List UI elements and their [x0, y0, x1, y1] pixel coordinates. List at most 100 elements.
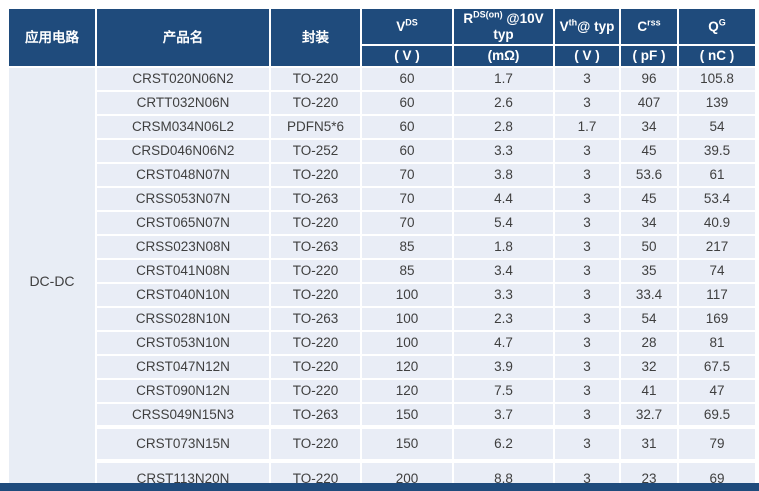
cell-package: TO-263: [269, 185, 362, 212]
cell-product: CRST053N10N: [95, 329, 271, 356]
cell-qg: 117: [677, 281, 757, 308]
cell-qg: 169: [677, 305, 757, 332]
cell-vds: 60: [360, 113, 454, 140]
cell-vds: 70: [360, 209, 454, 236]
cell-rds: 2.3: [452, 305, 555, 332]
cell-vds: 120: [360, 377, 454, 404]
cell-crss: 31: [619, 424, 679, 462]
cell-qg: 47: [677, 377, 757, 404]
crss-symbol: C: [637, 18, 648, 34]
cell-vds: 150: [360, 401, 454, 428]
col-header-rds: RDS(on) @10V typ: [452, 6, 555, 47]
cell-vth: 3: [553, 137, 621, 164]
cell-rds: 3.8: [452, 161, 555, 188]
application-cell: DC-DC: [7, 65, 97, 491]
rds-condition: @10V typ: [493, 11, 544, 42]
cell-vds: 60: [360, 89, 454, 116]
cell-package: PDFN5*6: [269, 113, 362, 140]
cell-product: CRSS049N15N3: [95, 401, 271, 428]
cell-qg: 53.4: [677, 185, 757, 212]
cell-rds: 4.4: [452, 185, 555, 212]
qg-symbol: Q: [708, 18, 719, 34]
mosfet-spec-table: 应用电路 产品名 封装 VDS RDS(on) @10V typ Vth@ ty…: [7, 6, 757, 491]
cell-product: CRST048N07N: [95, 161, 271, 188]
table-row: CRST053N10N TO-220 100 4.7 3 28 81: [8, 329, 757, 356]
cell-package: TO-263: [269, 233, 362, 260]
cell-product: CRSM034N06L2: [95, 113, 271, 140]
cell-vds: 60: [360, 65, 454, 92]
cell-vds: 100: [360, 305, 454, 332]
cell-vth: 3: [553, 185, 621, 212]
qg-subscript: G: [718, 17, 726, 28]
cell-qg: 40.9: [677, 209, 757, 236]
cell-qg: 54: [677, 113, 757, 140]
cell-package: TO-220: [269, 65, 362, 92]
table-row: CRST048N07N TO-220 70 3.8 3 53.6 61: [8, 161, 757, 188]
cell-rds: 1.7: [452, 65, 555, 92]
cell-package: TO-220: [269, 424, 362, 462]
cell-crss: 45: [619, 137, 679, 164]
cell-crss: 32: [619, 353, 679, 380]
cell-vth: 3: [553, 65, 621, 92]
table-row: CRSS023N08N TO-263 85 1.8 3 50 217: [8, 233, 757, 260]
cell-crss: 407: [619, 89, 679, 116]
cell-crss: 41: [619, 377, 679, 404]
cell-package: TO-220: [269, 161, 362, 188]
cell-package: TO-220: [269, 353, 362, 380]
vth-symbol: V: [559, 18, 569, 34]
cell-rds: 3.3: [452, 281, 555, 308]
table-row: CRSS053N07N TO-263 70 4.4 3 45 53.4: [8, 185, 757, 212]
crss-subscript: rss: [647, 17, 661, 28]
unit-vds: ( V ): [360, 44, 454, 68]
cell-vth: 3: [553, 233, 621, 260]
col-header-vth: Vth@ typ: [553, 6, 621, 47]
col-header-vds: VDS: [360, 6, 454, 47]
cell-crss: 54: [619, 305, 679, 332]
cell-qg: 69.5: [677, 401, 757, 428]
cell-qg: 74: [677, 257, 757, 284]
cell-qg: 39.5: [677, 137, 757, 164]
col-header-crss: Crss: [619, 6, 679, 47]
cell-vth: 3: [553, 257, 621, 284]
rds-symbol: R: [463, 11, 474, 26]
cell-vds: 70: [360, 161, 454, 188]
cell-package: TO-220: [269, 329, 362, 356]
cell-vds: 100: [360, 281, 454, 308]
cell-vth: 3: [553, 161, 621, 188]
cell-vds: 100: [360, 329, 454, 356]
cell-package: TO-220: [269, 281, 362, 308]
cell-package: TO-252: [269, 137, 362, 164]
cell-rds: 3.3: [452, 137, 555, 164]
table-row: CRSS028N10N TO-263 100 2.3 3 54 169: [8, 305, 757, 332]
cell-vds: 70: [360, 185, 454, 212]
cell-vth: 3: [553, 281, 621, 308]
cell-package: TO-263: [269, 305, 362, 332]
cell-vth: 3: [553, 424, 621, 462]
cell-package: TO-263: [269, 401, 362, 428]
cell-crss: 33.4: [619, 281, 679, 308]
cell-vth: 3: [553, 89, 621, 116]
cell-rds: 3.9: [452, 353, 555, 380]
table-row: CRST090N12N TO-220 120 7.5 3 41 47: [8, 377, 757, 404]
rds-subscript: DS(on): [473, 9, 503, 20]
cell-crss: 28: [619, 329, 679, 356]
cell-qg: 61: [677, 161, 757, 188]
col-header-product: 产品名: [95, 7, 271, 68]
cell-vds: 60: [360, 137, 454, 164]
cell-crss: 32.7: [619, 401, 679, 428]
header-row-units: ( V ) (mΩ) ( V ) ( pF ) ( nC ): [8, 44, 757, 68]
cell-product: CRST041N08N: [95, 257, 271, 284]
cell-crss: 53.6: [619, 161, 679, 188]
vds-subscript: DS: [405, 17, 418, 28]
bottom-bar: [0, 483, 759, 491]
cell-crss: 45: [619, 185, 679, 212]
cell-rds: 4.7: [452, 329, 555, 356]
table-row: CRST047N12N TO-220 120 3.9 3 32 67.5: [8, 353, 757, 380]
cell-crss: 96: [619, 65, 679, 92]
cell-rds: 5.4: [452, 209, 555, 236]
cell-rds: 2.6: [452, 89, 555, 116]
cell-crss: 50: [619, 233, 679, 260]
cell-vth: 3: [553, 329, 621, 356]
cell-rds: 6.2: [452, 424, 555, 462]
col-header-qg: QG: [677, 6, 757, 47]
